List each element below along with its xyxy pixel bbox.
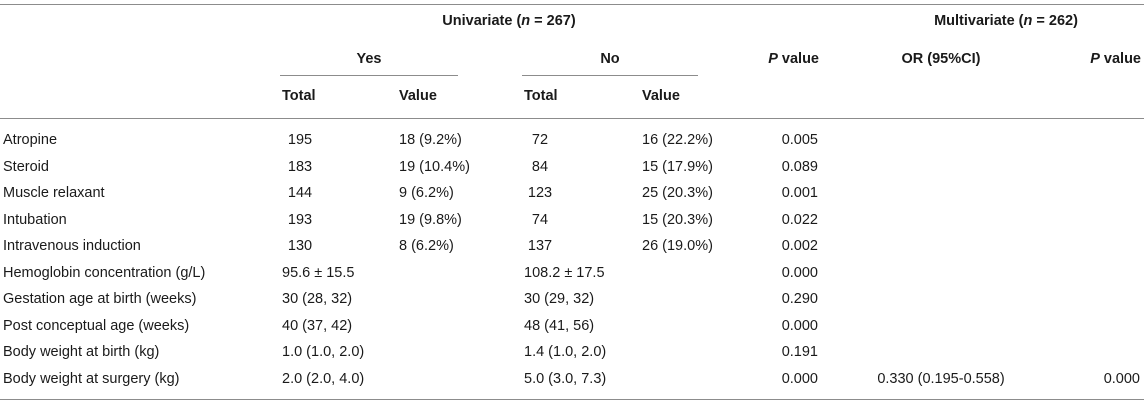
no-value-cell: 15 (20.3%) <box>642 211 713 228</box>
row-label: Body weight at surgery (kg) <box>3 370 180 387</box>
p-value-cell: 0.000 <box>781 370 818 387</box>
row-label: Steroid <box>3 158 49 175</box>
p-value-cell: 0.290 <box>781 291 818 307</box>
no-value-cell: 26 (19.0%) <box>642 238 713 254</box>
or-ci-header: OR (95%CI) <box>901 51 981 67</box>
multivariate-p-cell: 0.000 <box>1103 370 1140 387</box>
yes-total-header: Total <box>282 88 316 104</box>
yes-total-cell: 40 (37, 42) <box>282 317 353 334</box>
p-value-cell: 0.002 <box>781 238 818 254</box>
row-label: Gestation age at birth (weeks) <box>3 291 197 307</box>
p-value-cell: 0.000 <box>781 264 818 281</box>
no-total-cell: 72 <box>531 132 549 148</box>
yes-total-cell: 144 <box>287 185 313 201</box>
no-total-cell: 1.4 (1.0, 2.0) <box>524 344 607 360</box>
bottom-rule <box>0 399 1144 400</box>
yes-value-cell: 19 (9.8%) <box>399 211 462 228</box>
no-total-cell: 74 <box>531 211 549 228</box>
yes-total-cell: 30 (28, 32) <box>282 291 353 307</box>
no-total-cell: 5.0 (3.0, 7.3) <box>524 370 607 387</box>
yes-total-cell: 193 <box>287 211 313 228</box>
or-ci-cell: 0.330 (0.195-0.558) <box>877 370 1005 387</box>
top-rule <box>0 4 1144 5</box>
yes-total-cell: 2.0 (2.0, 4.0) <box>282 370 365 387</box>
header-bottom-rule <box>0 118 1144 119</box>
no-total-header: Total <box>524 88 558 104</box>
no-total-cell: 137 <box>527 238 553 254</box>
no-total-cell: 30 (29, 32) <box>524 291 595 307</box>
row-label: Post conceptual age (weeks) <box>3 317 190 334</box>
p-value-cell: 0.005 <box>781 132 818 148</box>
row-label: Intravenous induction <box>3 238 141 254</box>
no-value-cell: 15 (17.9%) <box>642 158 713 175</box>
no-total-cell: 108.2 ± 17.5 <box>524 264 605 281</box>
yes-value-header: Value <box>399 88 437 104</box>
yes-total-cell: 195 <box>287 132 313 148</box>
yes-value-cell: 18 (9.2%) <box>399 132 462 148</box>
multivariate-header: Multivariate (n = 262) <box>934 13 1078 29</box>
p-value-cell: 0.022 <box>781 211 818 228</box>
p-value-cell: 0.191 <box>781 344 818 360</box>
no-value-header: Value <box>642 88 680 104</box>
p-value-cell: 0.001 <box>781 185 818 201</box>
row-label: Body weight at birth (kg) <box>3 344 160 360</box>
p-value-cell: 0.089 <box>781 158 818 175</box>
yes-group-rule <box>280 75 458 76</box>
row-label: Hemoglobin concentration (g/L) <box>3 264 206 281</box>
row-label: Intubation <box>3 211 67 228</box>
p-value-cell: 0.000 <box>781 317 818 334</box>
multivariate-p-value-header: P value <box>1090 51 1141 67</box>
yes-value-cell: 9 (6.2%) <box>399 185 454 201</box>
yes-total-cell: 1.0 (1.0, 2.0) <box>282 344 365 360</box>
p-value-header: P value <box>768 51 819 67</box>
yes-value-cell: 19 (10.4%) <box>399 158 470 175</box>
no-total-cell: 84 <box>531 158 549 175</box>
yes-total-cell: 95.6 ± 15.5 <box>282 264 355 281</box>
yes-total-cell: 130 <box>287 238 313 254</box>
univariate-header: Univariate (n = 267) <box>442 13 576 29</box>
yes-total-cell: 183 <box>287 158 313 175</box>
no-group-rule <box>522 75 698 76</box>
no-total-cell: 123 <box>527 185 553 201</box>
yes-header: Yes <box>356 51 382 67</box>
no-value-cell: 25 (20.3%) <box>642 185 713 201</box>
yes-value-cell: 8 (6.2%) <box>399 238 454 254</box>
no-value-cell: 16 (22.2%) <box>642 132 713 148</box>
row-label: Atropine <box>3 132 58 148</box>
no-header: No <box>600 51 620 67</box>
row-label: Muscle relaxant <box>3 185 105 201</box>
no-total-cell: 48 (41, 56) <box>524 317 595 334</box>
